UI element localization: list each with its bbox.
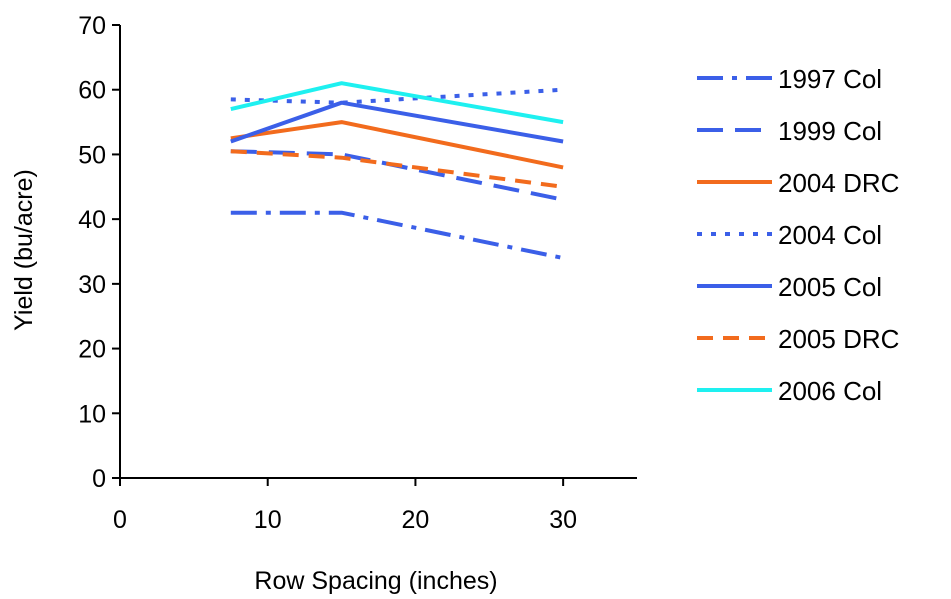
y-tick-label: 40 [78,206,106,234]
axes: 0 10 20 30 40 50 60 70 0 10 20 30 [78,12,637,534]
y-axis-title: Yield (bu/acre) [10,169,38,331]
legend-label: 2004 Col [778,220,882,250]
y-tick-label: 30 [78,271,106,299]
legend-label: 1999 Col [778,116,882,146]
y-tick-label: 20 [78,336,106,364]
x-axis-title: Row Spacing (inches) [254,567,497,595]
x-tick-label: 0 [113,506,127,534]
legend-label: 2006 Col [778,376,882,406]
series-line-1997-col [230,210,564,260]
y-tick-label: 0 [92,465,106,493]
legend: 1997 Col 1999 Col 2004 DRC 2004 Col 2005 Col… [697,64,899,406]
y-tick-label: 10 [78,400,106,428]
series-lines [230,81,564,260]
series-line-2005-col [230,100,564,144]
series-line-2004-drc [230,120,564,170]
y-tick-label: 50 [78,141,106,169]
series-line-2006-col [230,81,564,125]
y-tick-label: 70 [78,12,106,40]
legend-label: 2004 DRC [778,168,899,198]
x-tick-label: 20 [402,506,430,534]
legend-label: 2005 DRC [778,324,899,354]
y-tick-label: 60 [78,77,106,105]
x-tick-label: 10 [254,506,282,534]
x-tick-label: 30 [549,506,577,534]
legend-label: 1997 Col [778,64,882,94]
legend-label: 2005 Col [778,272,882,302]
series-line-2005-drc [230,149,564,189]
